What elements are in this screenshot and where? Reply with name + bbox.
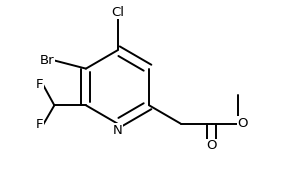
Text: F: F (36, 78, 43, 91)
Text: O: O (238, 117, 248, 130)
Text: Br: Br (40, 54, 54, 67)
Text: O: O (206, 139, 217, 152)
Text: Cl: Cl (111, 6, 124, 19)
Text: F: F (36, 118, 43, 131)
Text: N: N (113, 124, 122, 137)
